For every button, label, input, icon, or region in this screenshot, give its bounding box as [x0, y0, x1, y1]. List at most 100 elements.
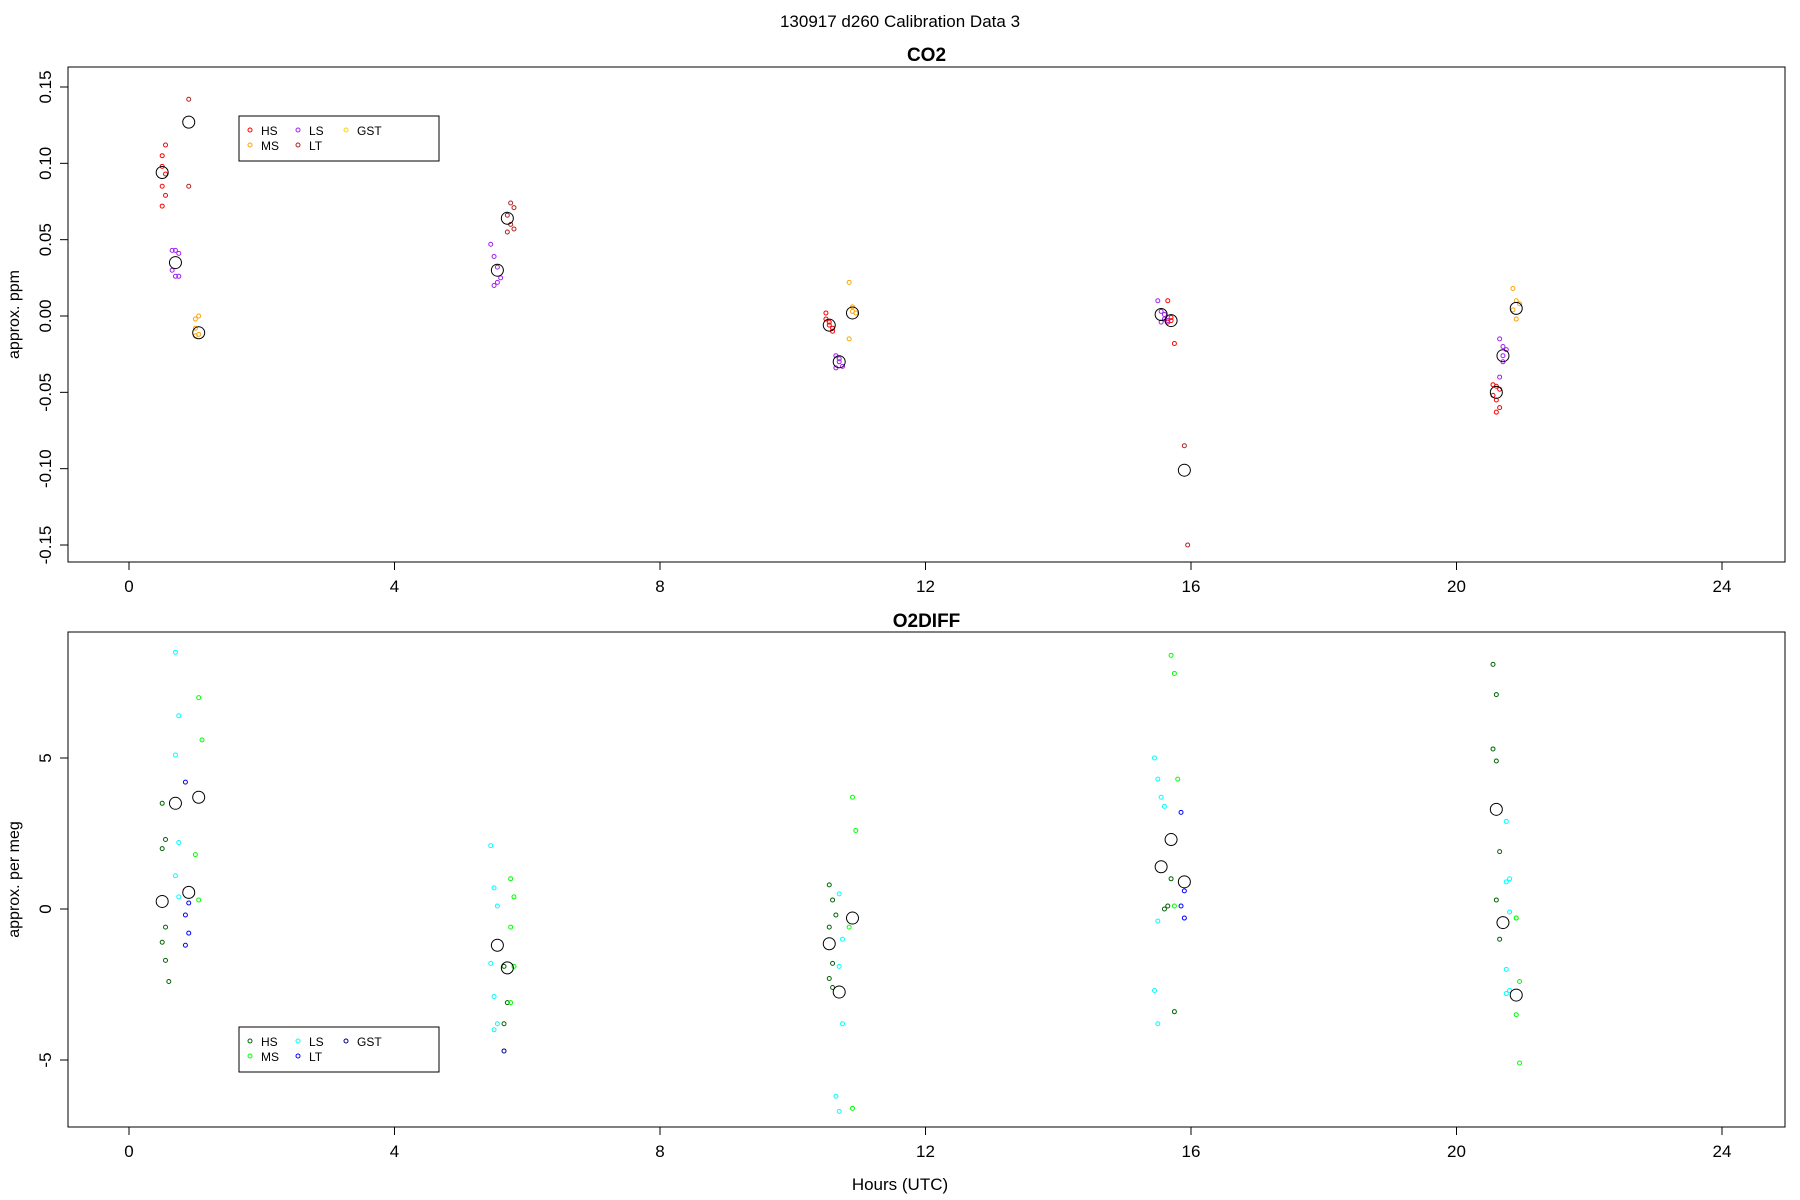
data-point — [163, 192, 169, 198]
data-point — [1503, 991, 1509, 997]
y-tick-label: -0.10 — [36, 449, 55, 488]
data-point — [182, 912, 188, 918]
series-ls — [169, 241, 1509, 380]
data-point — [511, 894, 517, 900]
data-point — [192, 852, 198, 858]
series-gst — [501, 1048, 507, 1054]
legend-label: LS — [309, 1035, 324, 1049]
legend-marker — [295, 1038, 301, 1044]
data-point — [1165, 318, 1171, 324]
data-point — [826, 924, 832, 930]
data-point — [1165, 903, 1171, 909]
data-point — [186, 183, 192, 189]
mean-point — [1164, 314, 1178, 328]
data-point — [1168, 318, 1174, 324]
data-point — [826, 882, 832, 888]
data-point — [504, 212, 510, 218]
data-point — [849, 308, 855, 314]
data-point — [163, 957, 169, 963]
data-point — [840, 1021, 846, 1027]
data-point — [1181, 888, 1187, 894]
data-point — [163, 142, 169, 148]
data-point — [1517, 301, 1523, 307]
x-tick-label: 12 — [916, 1142, 935, 1161]
mean-point — [182, 885, 196, 899]
data-point — [508, 1000, 514, 1006]
legend-marker — [247, 1053, 253, 1059]
mean-point — [822, 937, 836, 951]
data-point — [1161, 906, 1167, 912]
data-point — [172, 649, 178, 655]
legend-label: HS — [261, 1035, 278, 1049]
mean-markers — [155, 115, 1523, 477]
data-point — [494, 264, 500, 270]
figure-header: 130917 d260 Calibration Data 3 — [780, 12, 1020, 31]
legend-marker — [343, 1038, 349, 1044]
series-ls — [172, 649, 1513, 1114]
data-point — [176, 273, 182, 279]
data-point — [1155, 1021, 1161, 1027]
x-tick-label: 16 — [1182, 1142, 1201, 1161]
data-point — [1500, 353, 1506, 359]
data-point — [1168, 876, 1174, 882]
legend-marker — [247, 1038, 253, 1044]
data-point — [1175, 776, 1181, 782]
mean-point — [1496, 916, 1510, 930]
data-point — [172, 273, 178, 279]
data-point — [1151, 755, 1157, 761]
data-point — [1497, 849, 1503, 855]
data-point — [172, 873, 178, 879]
data-point — [1500, 344, 1506, 350]
data-point — [1503, 879, 1509, 885]
mean-point — [490, 938, 504, 952]
mean-point — [500, 961, 514, 975]
legend-label: LT — [309, 1050, 323, 1064]
mean-point — [1489, 802, 1503, 816]
data-point — [1155, 918, 1161, 924]
data-point — [163, 924, 169, 930]
data-point — [849, 794, 855, 800]
data-point — [846, 336, 852, 342]
legend-label: HS — [261, 124, 278, 138]
data-point — [1165, 298, 1171, 304]
legend-marker — [247, 142, 253, 148]
mean-point — [168, 796, 182, 810]
data-point — [491, 282, 497, 288]
data-point — [196, 313, 202, 319]
mean-point — [1496, 349, 1510, 363]
data-point — [186, 96, 192, 102]
x-tick-label: 8 — [655, 577, 664, 596]
data-point — [830, 897, 836, 903]
data-point — [196, 897, 202, 903]
y-tick-label: 0.05 — [36, 223, 55, 256]
data-point — [508, 924, 514, 930]
data-point — [1497, 374, 1503, 380]
mean-point — [832, 985, 846, 999]
data-point — [836, 359, 842, 365]
data-point — [182, 942, 188, 948]
data-point — [1510, 286, 1516, 292]
mean-point — [1164, 833, 1178, 847]
x-tick-label: 16 — [1182, 577, 1201, 596]
data-point — [491, 253, 497, 259]
data-point — [488, 960, 494, 966]
data-point — [833, 912, 839, 918]
data-point — [199, 737, 205, 743]
chart-title: CO2 — [907, 45, 946, 66]
x-tick-label: 20 — [1447, 1142, 1466, 1161]
data-point — [1171, 340, 1177, 346]
y-tick-label: -5 — [36, 1052, 55, 1067]
mean-markers — [155, 790, 1523, 1002]
mean-point — [490, 263, 504, 277]
data-point — [840, 936, 846, 942]
data-point — [159, 183, 165, 189]
data-point — [1497, 936, 1503, 942]
data-point — [498, 275, 504, 281]
data-point — [491, 885, 497, 891]
data-point — [853, 827, 859, 833]
data-point — [508, 876, 514, 882]
mean-point — [1177, 875, 1191, 889]
mean-point — [1154, 860, 1168, 874]
data-point — [159, 939, 165, 945]
